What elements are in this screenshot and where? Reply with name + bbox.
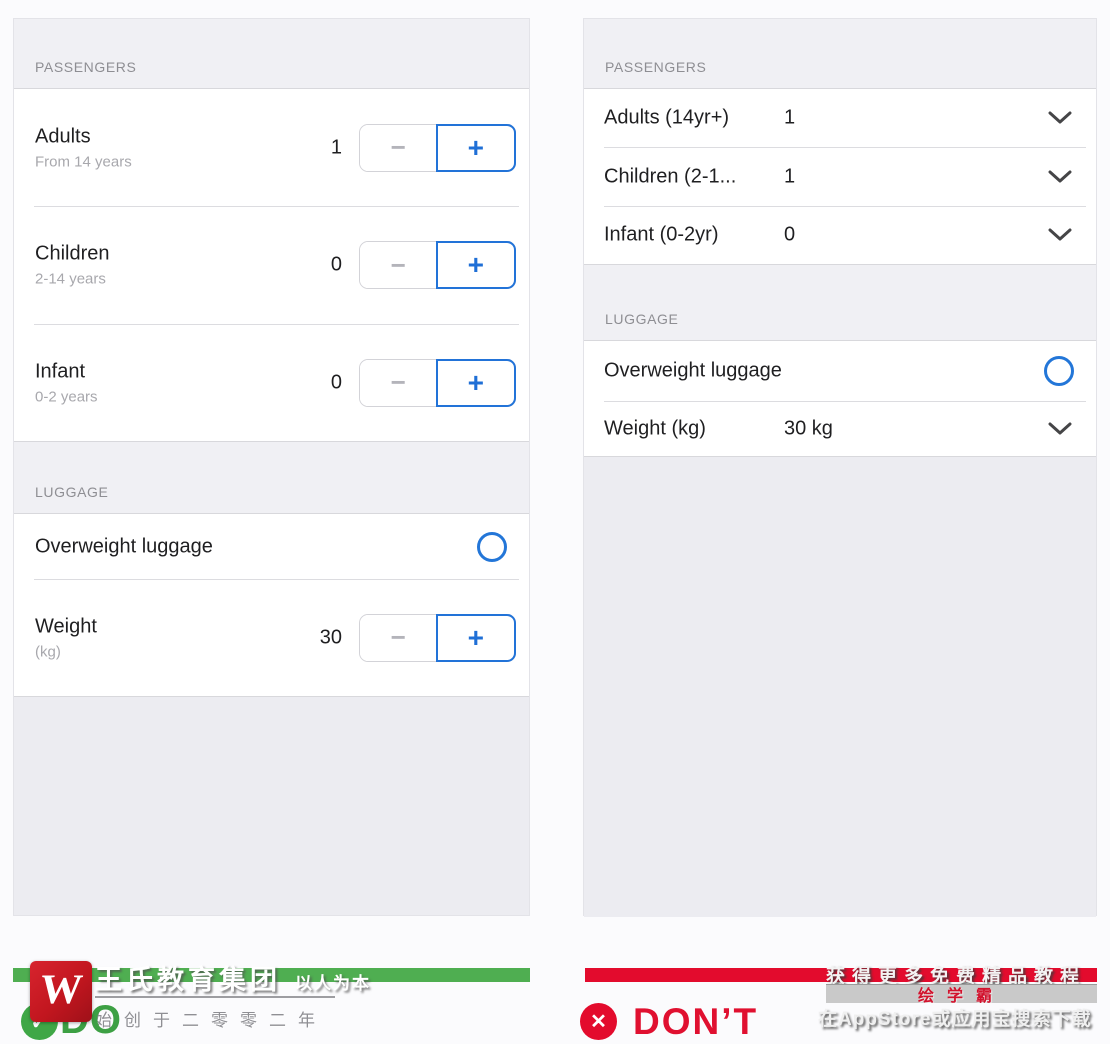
luggage-section-header: LUGGAGE xyxy=(584,264,1096,341)
weight-increment-button[interactable]: + xyxy=(435,613,516,662)
overweight-luggage-row: Overweight luggage xyxy=(584,341,1096,401)
adults-label: Adults xyxy=(35,125,91,147)
minus-icon: − xyxy=(390,249,406,280)
panel-empty-area xyxy=(584,456,1096,917)
passengers-section-header: PASSENGERS xyxy=(14,19,529,89)
adults-stepper: − + xyxy=(359,123,516,172)
weight-label: Weight xyxy=(35,615,97,637)
logo-w-letter: W xyxy=(37,966,85,1013)
weight-label-group: Weight (kg) xyxy=(35,615,97,660)
plus-icon: + xyxy=(467,621,484,653)
children-sublabel: 2-14 years xyxy=(35,270,106,288)
adults-label: Adults (14yr+) xyxy=(604,106,730,129)
adults-decrement-button[interactable]: − xyxy=(360,124,437,171)
plus-icon: + xyxy=(467,131,484,163)
adults-increment-button[interactable]: + xyxy=(435,123,516,172)
panel-empty-area xyxy=(14,696,529,915)
infant-count-value: 0 xyxy=(330,371,342,393)
children-row: Children 2-14 years 0 − + xyxy=(14,206,529,324)
do-underline-bar xyxy=(13,968,530,982)
children-decrement-button[interactable]: − xyxy=(360,242,437,288)
infant-label: Infant (0-2yr) xyxy=(604,223,719,246)
watermark-app-banner: 绘学霸 xyxy=(826,984,1097,1005)
watermark-brand-name: 王氏教育集团 xyxy=(95,965,281,995)
divider xyxy=(34,324,519,325)
infant-label: Infant xyxy=(35,360,86,382)
minus-icon: − xyxy=(390,622,406,652)
weight-value: 30 xyxy=(319,626,342,648)
weight-value: 30 kg xyxy=(784,417,833,439)
passengers-section-header: PASSENGERS xyxy=(584,19,1096,89)
plus-icon: + xyxy=(467,366,484,398)
weight-label: Weight (kg) xyxy=(604,417,706,439)
watermark-divider-line xyxy=(95,996,335,998)
adults-row: Adults From 14 years 1 − + xyxy=(14,89,529,206)
overweight-label-group: Overweight luggage xyxy=(35,535,213,558)
adults-count-value: 1 xyxy=(330,136,342,158)
dont-label: DON’T xyxy=(633,1001,759,1042)
passengers-section-label: PASSENGERS xyxy=(35,59,137,75)
children-stepper: − + xyxy=(359,241,516,289)
children-label: Children (2-1... xyxy=(604,165,737,187)
children-label: Children xyxy=(35,242,110,265)
plus-icon: + xyxy=(467,249,484,280)
weight-stepper: − + xyxy=(359,613,516,662)
infant-dropdown-row[interactable]: Infant (0-2yr) 0 xyxy=(584,206,1096,264)
watermark-since-text: 始创于二零零二年 xyxy=(95,1011,327,1030)
chevron-down-icon[interactable] xyxy=(1048,422,1072,436)
children-increment-button[interactable]: + xyxy=(435,241,516,289)
weight-decrement-button[interactable]: − xyxy=(360,614,437,661)
divider xyxy=(604,206,1086,207)
passenger-form-dont-panel: PASSENGERS Adults (14yr+) 1 Children (2-… xyxy=(583,18,1097,917)
weight-sublabel: (kg) xyxy=(35,643,61,660)
weight-row: Weight (kg) 30 − + xyxy=(14,579,529,696)
adults-count-value: 1 xyxy=(784,106,796,129)
children-count-value: 1 xyxy=(784,165,796,187)
minus-icon: − xyxy=(390,367,406,397)
watermark-promo-line2: 在AppStore或应用宝搜索下载 xyxy=(818,1009,1092,1030)
minus-icon: − xyxy=(390,132,406,162)
infant-increment-button[interactable]: + xyxy=(435,358,516,407)
infant-count-value: 0 xyxy=(784,223,796,246)
overweight-luggage-toggle[interactable] xyxy=(477,531,507,562)
passengers-section-label: PASSENGERS xyxy=(605,59,707,75)
overweight-luggage-label: Overweight luggage xyxy=(604,359,782,382)
adults-dropdown-row[interactable]: Adults (14yr+) 1 xyxy=(584,89,1096,147)
passenger-form-do-panel: PASSENGERS Adults From 14 years 1 − + Ch… xyxy=(13,18,530,916)
children-dropdown-row[interactable]: Children (2-1... 1 xyxy=(584,147,1096,206)
luggage-section-label: LUGGAGE xyxy=(35,484,109,500)
divider xyxy=(34,206,519,207)
infant-row: Infant 0-2 years 0 − + xyxy=(14,324,529,441)
dont-underline-bar xyxy=(585,968,1097,982)
divider xyxy=(604,147,1086,148)
watermark-promo-line1: 获得更多免费精品教程 xyxy=(826,966,1087,987)
infant-label-group: Infant 0-2 years xyxy=(35,360,98,405)
infant-decrement-button[interactable]: − xyxy=(360,359,437,406)
adults-sublabel: From 14 years xyxy=(35,153,132,170)
divider xyxy=(34,579,519,580)
luggage-section-label: LUGGAGE xyxy=(605,311,679,327)
watermark-app-name: 绘学霸 xyxy=(917,988,1005,1005)
dont-cross-badge: ✕ xyxy=(580,1003,617,1040)
infant-stepper: − + xyxy=(359,358,516,407)
chevron-down-icon[interactable] xyxy=(1048,111,1072,125)
luggage-section-header: LUGGAGE xyxy=(14,441,529,514)
cross-icon: ✕ xyxy=(590,1011,607,1033)
adults-label-group: Adults From 14 years xyxy=(35,125,132,170)
chevron-down-icon[interactable] xyxy=(1048,228,1072,242)
overweight-luggage-label: Overweight luggage xyxy=(35,535,213,557)
watermark-brand-slogan: 以人为本 xyxy=(295,974,371,993)
children-count-value: 0 xyxy=(330,253,342,276)
children-label-group: Children 2-14 years xyxy=(35,243,109,288)
brand-logo: W xyxy=(30,961,92,1022)
chevron-down-icon[interactable] xyxy=(1048,170,1072,184)
overweight-luggage-row: Overweight luggage xyxy=(14,514,529,579)
watermark-brand: 王氏教育集团 以人为本 xyxy=(95,958,371,997)
divider xyxy=(604,401,1086,402)
weight-dropdown-row[interactable]: Weight (kg) 30 kg xyxy=(584,401,1096,456)
infant-sublabel: 0-2 years xyxy=(35,388,98,405)
overweight-luggage-toggle[interactable] xyxy=(1044,356,1074,386)
